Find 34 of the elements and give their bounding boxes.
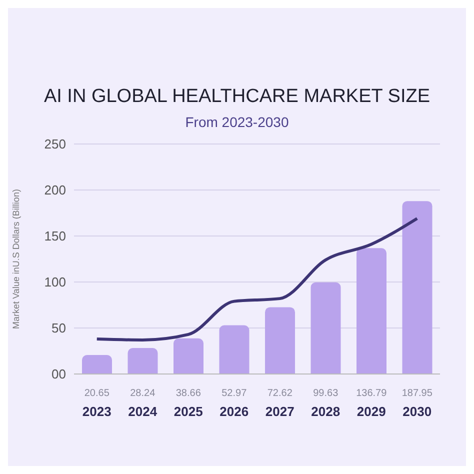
bar — [310, 282, 341, 374]
data-label: 136.79 — [356, 388, 388, 399]
y-tick-label: 200 — [44, 182, 66, 198]
bar — [265, 307, 295, 374]
data-label: 28.24 — [130, 388, 156, 399]
x-tick-label: 2030 — [402, 404, 432, 419]
x-tick-label: 2023 — [82, 404, 112, 419]
y-tick-label: 00 — [52, 366, 66, 382]
x-tick-label: 2029 — [356, 404, 386, 419]
y-tick-label: 150 — [44, 228, 66, 244]
bar — [402, 201, 432, 374]
data-label: 187.95 — [402, 388, 433, 399]
data-label: 52.97 — [222, 388, 248, 399]
bar — [356, 248, 386, 374]
data-label: 72.62 — [267, 388, 293, 399]
bar — [219, 325, 250, 374]
chart-subtitle: From 2023-2030 — [184, 114, 290, 130]
line-series — [95, 217, 419, 342]
x-tick-label: 2025 — [174, 404, 203, 419]
x-tick-label: 2026 — [220, 404, 249, 419]
bar — [82, 355, 112, 374]
data-label: 99.63 — [313, 388, 339, 399]
chart-title: AI IN GLOBAL HEALTHCARE MARKET SIZE — [42, 86, 432, 108]
x-tick-label: 2028 — [311, 404, 340, 419]
y-tick-label: 250 — [44, 136, 66, 152]
bar — [174, 338, 204, 374]
data-label: 38.66 — [176, 388, 202, 399]
y-tick-label: 50 — [52, 320, 66, 336]
x-tick-label: 2027 — [265, 404, 294, 419]
y-axis-title: Market Value inU.S Dollars (Billion) — [11, 189, 22, 329]
bar — [128, 348, 158, 374]
x-tick-label: 2024 — [128, 404, 158, 419]
data-label: 20.65 — [84, 388, 110, 399]
y-tick-label: 100 — [44, 274, 66, 290]
